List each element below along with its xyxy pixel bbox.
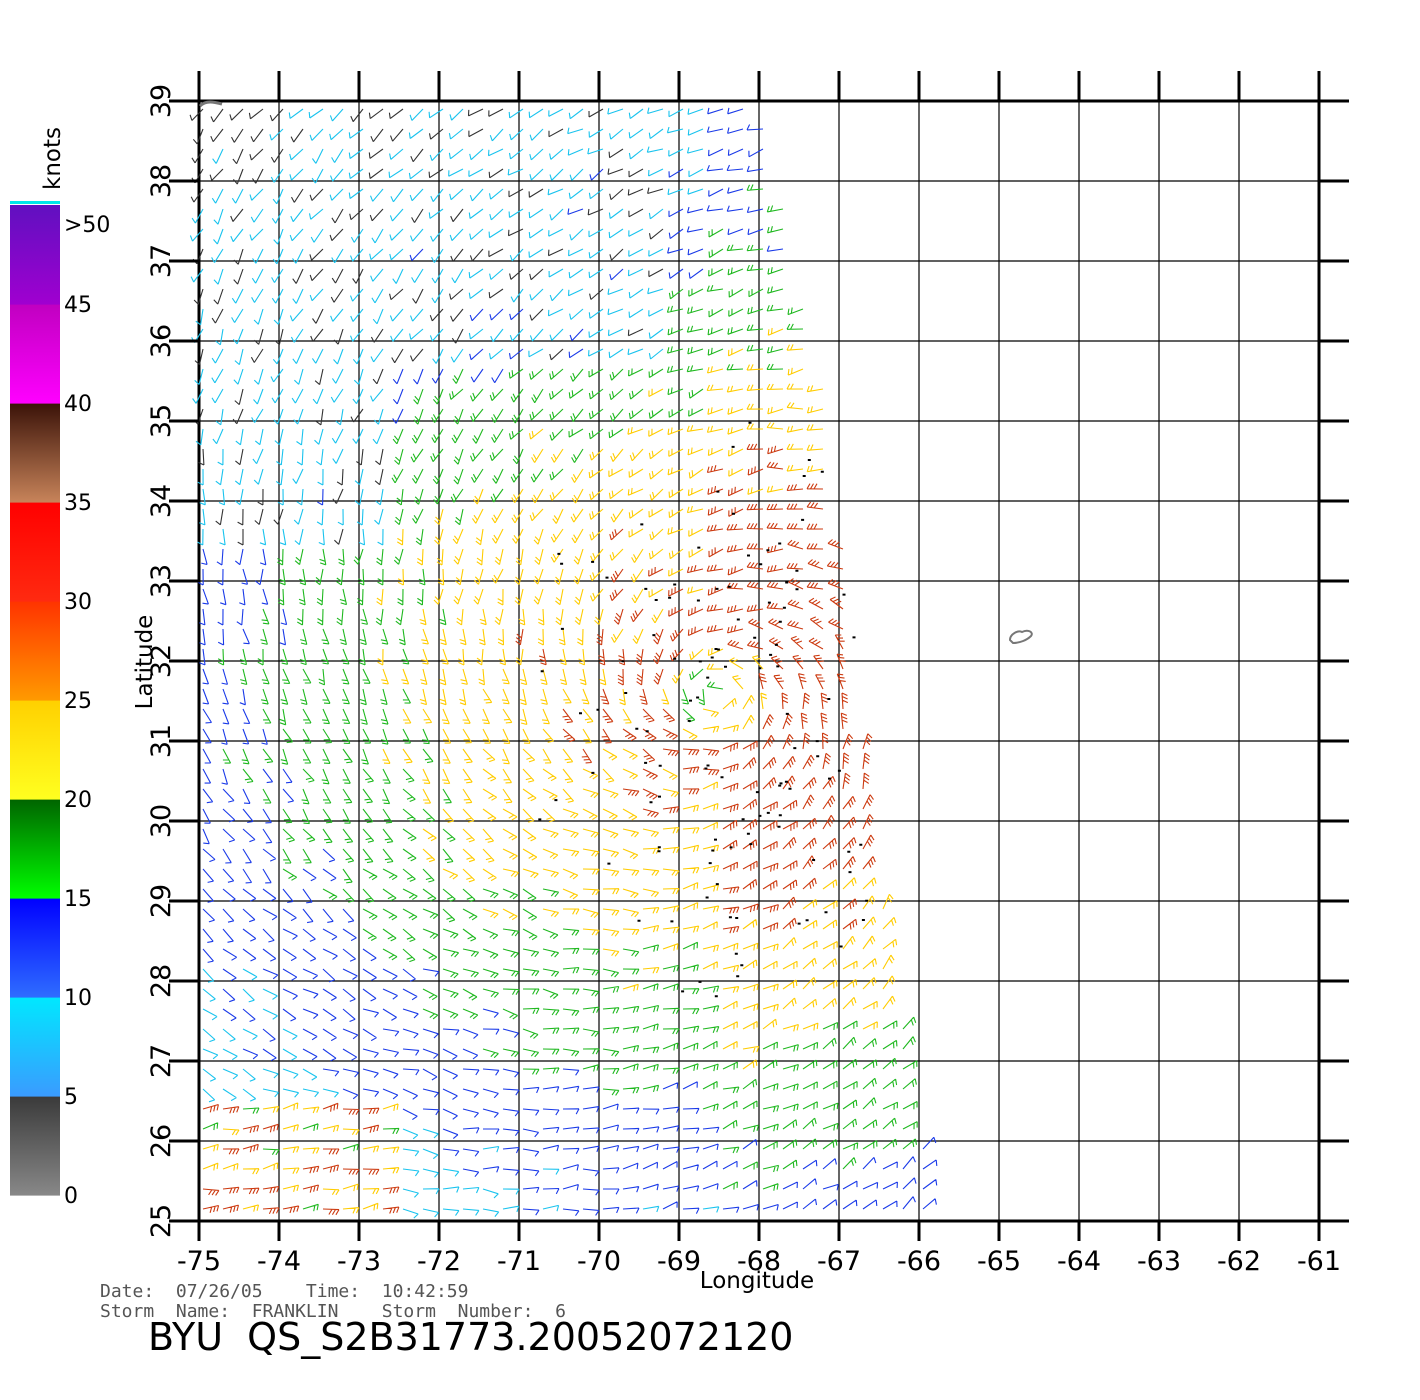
- longitude-tick-label: -61: [1297, 1246, 1341, 1277]
- latitude-tick-label: 30: [146, 804, 177, 838]
- colorbar-segments: [10, 205, 60, 1196]
- wind-barbs-light: [189, 107, 720, 1219]
- latitude-tick-label: 33: [146, 564, 177, 598]
- colorbar-tick-label: 5: [64, 1085, 78, 1110]
- longitude-tick-label: -66: [897, 1246, 941, 1277]
- wind-barbs-fresh: [202, 184, 918, 1212]
- map-area: [169, 71, 1349, 1241]
- colorbar-cap-cyan: [10, 201, 60, 204]
- colorbar-tick-label: 20: [64, 788, 92, 813]
- latitude-tick-label: 38: [146, 164, 177, 198]
- colorbar-segment: [10, 700, 60, 800]
- colorbar: knots 0 5 10 15 20 25 30 35 40 45 >50: [10, 127, 110, 1209]
- storm-line: Storm Name: FRANKLIN Storm Number: 6: [100, 1301, 566, 1322]
- colorbar-segment: [10, 601, 60, 701]
- date-time-line: Date: 07/26/05 Time: 10:42:59: [100, 1281, 468, 1302]
- y-axis-title: Latitude: [132, 615, 158, 710]
- latitude-tick-label: 25: [146, 1204, 177, 1238]
- longitude-tick-label: -68: [737, 1246, 781, 1277]
- wind-barbs-strong: [202, 327, 898, 1214]
- latitude-tick-label: 34: [146, 484, 177, 518]
- longitude-tick-label: -74: [257, 1246, 301, 1277]
- product-title: BYU QS_S2B31773.20052072120: [148, 1315, 793, 1359]
- colorbar-segment: [10, 997, 60, 1097]
- colorbar-tick-label: 40: [64, 392, 92, 417]
- longitude-tick-label: -62: [1217, 1246, 1261, 1277]
- longitude-tick-label: -71: [497, 1246, 541, 1277]
- latitude-tick-label: 37: [146, 244, 177, 278]
- longitude-tick-label: -72: [417, 1246, 461, 1277]
- latitude-tick-label: 32: [146, 644, 177, 678]
- colorbar-tick-label: 25: [64, 689, 92, 714]
- longitude-tick-label: -65: [977, 1246, 1021, 1277]
- latitude-tick-label: 26: [146, 1124, 177, 1158]
- latitude-tick-label: 39: [146, 84, 177, 118]
- colorbar-segment: [10, 1096, 60, 1196]
- colorbar-unit-label: knots: [40, 127, 66, 190]
- colorbar-segment: [10, 502, 60, 602]
- x-axis-title: Longitude: [700, 1268, 814, 1294]
- longitude-tick-label: -73: [337, 1246, 381, 1277]
- longitude-tick-label: -64: [1057, 1246, 1101, 1277]
- latitude-tick-label: 31: [146, 724, 177, 758]
- wind-barbs-calm: [189, 108, 664, 546]
- grid-lines: [197, 99, 1349, 1223]
- colorbar-tick-label: 35: [64, 491, 92, 516]
- longitude-tick-label: -70: [577, 1246, 621, 1277]
- longitude-tick-label: -67: [817, 1246, 861, 1277]
- latitude-tick-label: 35: [146, 404, 177, 438]
- colorbar-segment: [10, 403, 60, 503]
- colorbar-tick-label: >50: [64, 213, 110, 238]
- longitude-tick-labels: -75 -74 -73 -72 -71 -70 -69 -68 -67 -66 -65 -64 -63 -…: [177, 1246, 1341, 1277]
- latitude-tick-labels: 25 26 27 28 29 30 31 32 33 34 35 36 37 38 39: [146, 84, 177, 1238]
- colorbar-segment: [10, 799, 60, 899]
- tick-marks: [169, 71, 1349, 1241]
- latitude-tick-label: 28: [146, 964, 177, 998]
- latitude-tick-label: 29: [146, 884, 177, 918]
- colorbar-segment: [10, 898, 60, 998]
- longitude-tick-label: -63: [1137, 1246, 1181, 1277]
- colorbar-tick-label: 15: [64, 887, 92, 912]
- colorbar-segment: [10, 304, 60, 404]
- colorbar-labels: 0 5 10 15 20 25 30 35 40 45 >50: [64, 213, 110, 1209]
- coast-fragment: [198, 100, 223, 108]
- latitude-tick-label: 27: [146, 1044, 177, 1078]
- wind-barbs: [189, 107, 938, 1219]
- island-outline: [1008, 629, 1033, 645]
- colorbar-segment: [10, 205, 60, 305]
- colorbar-tick-label: 10: [64, 986, 92, 1011]
- latitude-tick-label: 36: [146, 324, 177, 358]
- colorbar-tick-label: 0: [64, 1184, 78, 1209]
- wind-barbs-moderate: [197, 107, 938, 1217]
- longitude-tick-label: -69: [657, 1246, 701, 1277]
- longitude-tick-label: -75: [177, 1246, 221, 1277]
- colorbar-tick-label: 45: [64, 293, 92, 318]
- colorbar-tick-label: 30: [64, 590, 92, 615]
